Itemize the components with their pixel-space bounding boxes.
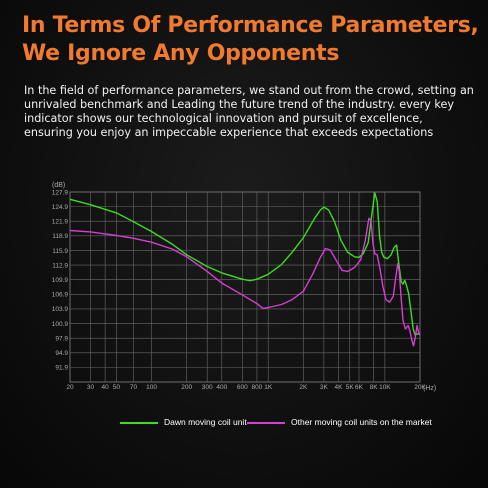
- y-tick-label: 103.9: [52, 306, 69, 313]
- headline: In Terms Of Performance Parameters, We I…: [22, 12, 479, 68]
- y-tick-label: 121.9: [52, 219, 69, 226]
- x-tick-label: 20: [66, 384, 74, 391]
- y-tick-label: 106.9: [52, 292, 69, 299]
- y-axis-unit-label: (dB): [52, 182, 65, 189]
- y-tick-label: 91.9: [55, 365, 68, 372]
- x-tick-label: 20K: [414, 384, 426, 391]
- y-tick-label: 100.9: [52, 321, 69, 328]
- y-tick-label: 118.9: [52, 233, 68, 240]
- legend-swatch-other: [247, 422, 285, 424]
- series-line-other: [69, 217, 421, 347]
- x-tick-label: 6K: [355, 384, 364, 391]
- legend-item-dawn: Dawn moving coil unit: [120, 417, 250, 427]
- y-axis-labels: 127.9 124.9 121.9 118.9 115.9 112.9 109.9 106.9…: [52, 189, 69, 371]
- x-tick-label: 400: [216, 384, 227, 391]
- x-tick-label: 200: [181, 384, 192, 391]
- x-tick-label: 10K: [379, 384, 391, 391]
- x-tick-label: 100: [146, 384, 157, 391]
- y-tick-label: 127.9: [52, 189, 69, 196]
- headline-line-2: We Ignore Any Opponents: [22, 41, 340, 66]
- body-paragraph: In the field of performance parameters, …: [24, 84, 474, 139]
- y-tick-label: 115.9: [52, 248, 68, 255]
- chart-legend: Dawn moving coil unit Other moving coil …: [0, 417, 488, 447]
- chart-svg: 127.9 124.9 121.9 118.9 115.9 112.9 109.9 106.9…: [52, 182, 437, 392]
- y-tick-label: 97.9: [55, 335, 68, 342]
- x-tick-label: 40: [102, 384, 110, 391]
- y-tick-label: 94.9: [55, 350, 68, 357]
- y-tick-label: 112.9: [52, 262, 68, 269]
- x-tick-label: 3K: [320, 384, 329, 391]
- y-tick-label: 109.9: [52, 277, 69, 284]
- x-tick-label: 8K: [370, 384, 379, 391]
- x-tick-label: 600: [237, 384, 248, 391]
- legend-label-dawn: Dawn moving coil unit: [164, 417, 247, 427]
- x-axis-labels: 20 30 40 50 70 100 200 300 400 600 800 1K 2K 3K 4K 5K 6K…: [66, 384, 426, 391]
- chart-series: [69, 192, 421, 347]
- legend-label-other: Other moving coil units on the market: [291, 417, 432, 427]
- x-tick-label: 4K: [334, 384, 343, 391]
- frequency-response-chart: 127.9 124.9 121.9 118.9 115.9 112.9 109.9 106.9…: [0, 170, 488, 400]
- x-tick-label: 30: [87, 384, 95, 391]
- x-axis-unit-label: (Hz): [423, 385, 436, 392]
- x-tick-label: 2K: [299, 384, 308, 391]
- x-tick-label: 5K: [346, 384, 355, 391]
- chart-grid: [69, 191, 421, 383]
- headline-line-1: In Terms Of Performance Parameters,: [22, 13, 479, 38]
- x-tick-label: 1K: [264, 384, 273, 391]
- x-tick-label: 50: [113, 384, 121, 391]
- x-tick-label: 300: [202, 384, 213, 391]
- legend-swatch-dawn: [120, 422, 158, 424]
- x-tick-label: 800: [251, 384, 262, 391]
- series-line-dawn: [69, 192, 421, 336]
- legend-item-other: Other moving coil units on the market: [247, 417, 432, 427]
- x-tick-label: 70: [130, 384, 138, 391]
- y-tick-label: 124.9: [52, 204, 69, 211]
- plot-border: [69, 191, 421, 383]
